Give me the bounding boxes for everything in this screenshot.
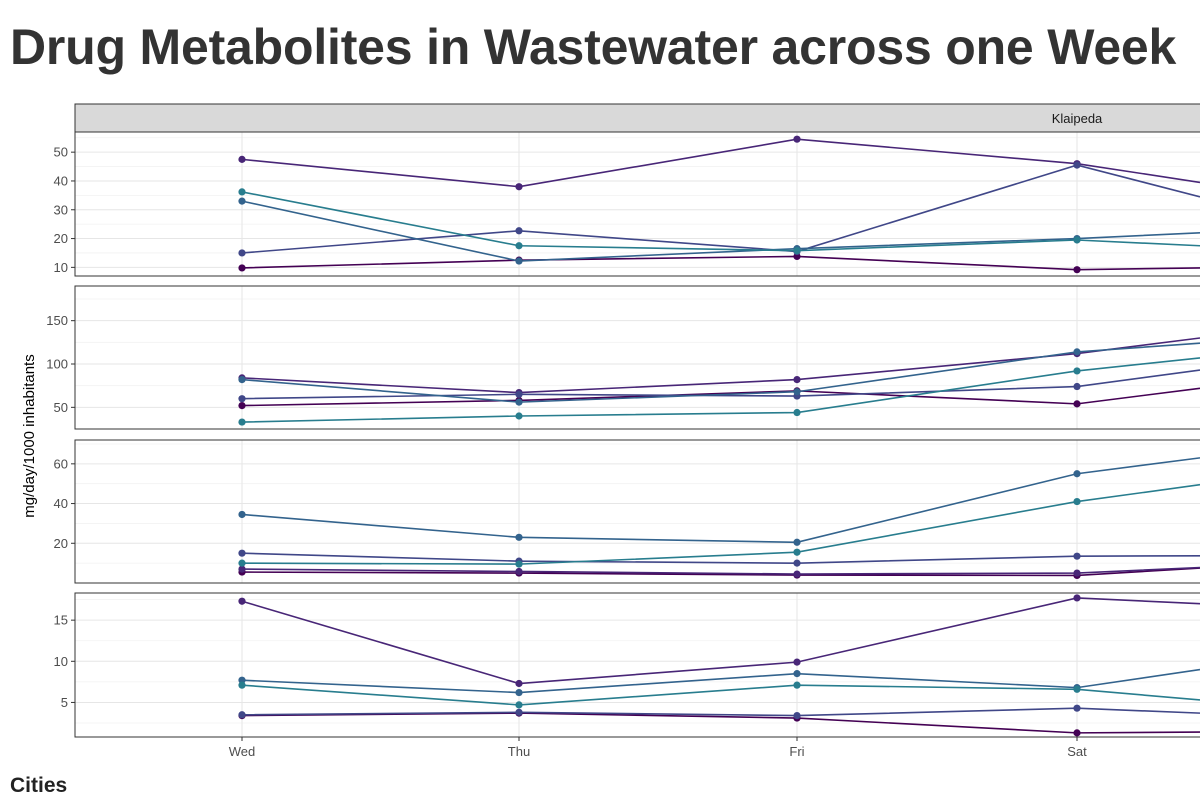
- data-point-series-5: [793, 548, 801, 556]
- y-tick-label: 15: [54, 613, 68, 628]
- data-point-series-2: [793, 658, 801, 666]
- data-point-series-2: [238, 597, 246, 605]
- data-point-series-1: [238, 264, 246, 272]
- data-point-series-2: [238, 565, 246, 573]
- data-point-series-4: [238, 510, 246, 519]
- y-tick-label: 10: [54, 260, 68, 275]
- data-point-series-1: [1073, 266, 1081, 274]
- data-point-series-3: [515, 708, 523, 716]
- data-point-series-1: [1073, 400, 1081, 408]
- data-point-series-5: [238, 188, 246, 196]
- y-tick-label: 40: [54, 173, 68, 188]
- panel-4: 5 10 15: [54, 592, 1200, 738]
- data-point-series-2: [238, 155, 246, 163]
- data-point-series-5: [1073, 236, 1081, 244]
- data-point-series-5: [1073, 497, 1081, 506]
- y-tick-label: 150: [46, 313, 68, 328]
- panel-2: 50 100 150: [46, 285, 1200, 430]
- y-tick-label: 20: [54, 536, 68, 551]
- data-point-series-2: [515, 183, 523, 191]
- data-point-series-3: [793, 712, 801, 720]
- data-point-series-2: [793, 135, 801, 143]
- data-point-series-1: [1073, 729, 1081, 737]
- data-point-series-3: [238, 549, 246, 557]
- panel-border: [74, 592, 1200, 738]
- data-point-series-5: [1073, 367, 1081, 375]
- data-point-series-4: [1073, 348, 1081, 356]
- y-tick-label: 20: [54, 231, 68, 246]
- data-point-series-4: [515, 257, 523, 265]
- data-point-series-4: [515, 688, 523, 697]
- legend-title: Cities: [10, 774, 68, 797]
- data-point-series-4: [238, 376, 246, 384]
- data-point-series-3: [793, 559, 801, 567]
- panels-group: 10 20 30 40 50 50 100 150 20 40 60 5 10 15: [46, 131, 1200, 738]
- y-tick-label: 5: [61, 695, 68, 710]
- data-point-series-2: [1073, 594, 1081, 602]
- panel-3: 20 40 60: [54, 439, 1200, 584]
- data-point-series-5: [793, 408, 801, 417]
- x-tick-label: Thu: [508, 744, 530, 759]
- x-tick-label: Wed: [229, 744, 256, 759]
- y-axis-title: mg/day/1000 inhabitants: [21, 354, 38, 517]
- data-point-series-4: [515, 398, 523, 406]
- data-point-series-2: [515, 567, 523, 576]
- data-point-series-5: [1073, 685, 1081, 693]
- data-point-series-4: [1073, 470, 1081, 478]
- data-point-series-3: [238, 249, 246, 257]
- y-tick-label: 50: [54, 145, 68, 160]
- facet-strip: [74, 103, 1200, 133]
- data-point-series-4: [793, 388, 801, 396]
- data-point-series-5: [515, 701, 523, 709]
- y-tick-label: 10: [54, 654, 68, 669]
- y-tick-label: 40: [54, 496, 68, 511]
- panel-border: [74, 285, 1200, 430]
- data-point-series-3: [1073, 552, 1081, 560]
- data-point-series-2: [793, 376, 801, 384]
- y-tick-label: 30: [54, 202, 68, 217]
- y-tick-label: 50: [54, 400, 68, 415]
- data-point-series-5: [515, 242, 523, 250]
- data-point-series-5: [515, 560, 523, 568]
- data-point-series-3: [238, 395, 246, 403]
- data-point-series-3: [515, 227, 523, 235]
- y-tick-label: 60: [54, 456, 68, 471]
- data-point-series-2: [515, 679, 523, 688]
- data-point-series-3: [238, 711, 246, 719]
- data-point-series-4: [238, 197, 246, 205]
- data-point-series-2: [1073, 569, 1081, 577]
- data-point-series-3: [1073, 382, 1081, 391]
- data-point-series-4: [793, 670, 801, 678]
- panel-1: 10 20 30 40 50: [54, 131, 1200, 277]
- panel-border: [74, 439, 1200, 584]
- panel-border: [74, 131, 1200, 277]
- data-point-series-1: [238, 402, 246, 410]
- facet-strip-label: Klaipeda: [1052, 111, 1103, 126]
- data-point-series-3: [515, 390, 523, 398]
- data-point-series-4: [793, 538, 801, 546]
- data-point-series-5: [793, 247, 801, 255]
- data-point-series-5: [238, 681, 246, 689]
- y-tick-label: 100: [46, 357, 68, 372]
- data-point-series-4: [238, 676, 246, 684]
- data-point-series-5: [238, 418, 246, 426]
- x-tick-label: Fri: [789, 744, 804, 759]
- data-point-series-2: [793, 570, 801, 578]
- x-tick-label: Sat: [1067, 744, 1087, 759]
- chart-title: Drug Metabolites in Wastewater across on…: [10, 19, 1177, 75]
- data-point-series-5: [515, 412, 523, 420]
- data-point-series-3: [1073, 704, 1081, 712]
- data-point-series-5: [793, 681, 801, 689]
- data-point-series-3: [1073, 161, 1081, 169]
- data-point-series-5: [238, 559, 246, 567]
- data-point-series-4: [515, 533, 523, 541]
